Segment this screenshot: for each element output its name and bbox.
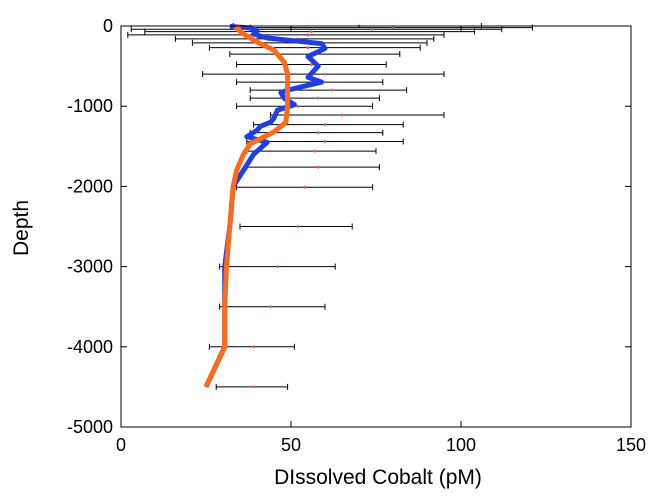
errorbar-marker-24 (269, 305, 272, 309)
errorbar-marker-1 (391, 26, 395, 30)
y-axis-label: Depth (10, 200, 33, 256)
x-tick-label-2: 100 (446, 435, 476, 455)
y-tick-label-2: -2000 (67, 176, 113, 196)
y-tick-label-4: -4000 (67, 337, 113, 357)
errorbar-marker-23 (276, 265, 279, 268)
errorbar-marker-7 (306, 46, 310, 50)
x-tick-label-3: 150 (616, 435, 646, 455)
errorbar-marker-13 (316, 96, 320, 100)
series-line-1 (203, 23, 291, 388)
y-tick-label-5: -5000 (67, 417, 113, 437)
y-tick-label-3: -3000 (67, 257, 113, 277)
x-tick-label-0: 0 (116, 435, 126, 455)
errorbar-marker-9 (310, 63, 313, 66)
x-axis-label: DIssolved Cobalt (pM) (274, 466, 482, 489)
series-group (203, 23, 328, 388)
y-tick-label-1: -1000 (67, 96, 113, 116)
errorbar-marker-19 (313, 149, 317, 153)
errorbar-marker-26 (252, 385, 256, 389)
errorbar-marker-16 (323, 123, 327, 127)
errorbar-marker-22 (296, 225, 300, 228)
plot-frame (120, 25, 632, 428)
errorbar-marker-20 (316, 165, 320, 169)
y-tick-label-0: 0 (103, 16, 113, 36)
errorbar-marker-10 (323, 72, 327, 76)
errorbar-marker-2 (371, 27, 374, 31)
errorbar-marker-17 (316, 131, 320, 135)
errorbar-marker-3 (310, 30, 313, 34)
errorbar-group (127, 23, 533, 390)
errorbar-marker-14 (296, 104, 300, 108)
errorbar-marker-25 (252, 345, 256, 349)
errorbar-marker-15 (340, 113, 344, 117)
errorbar-marker-18 (323, 140, 327, 143)
errorbar-marker-4 (306, 33, 310, 37)
x-tick-label-1: 50 (281, 435, 301, 455)
errorbar-marker-12 (330, 88, 334, 92)
axes-group: 0 50 100 150 0 -1000 -2000 -3000 -4000 -5000 (67, 16, 646, 455)
errorbar-marker-21 (303, 185, 306, 189)
